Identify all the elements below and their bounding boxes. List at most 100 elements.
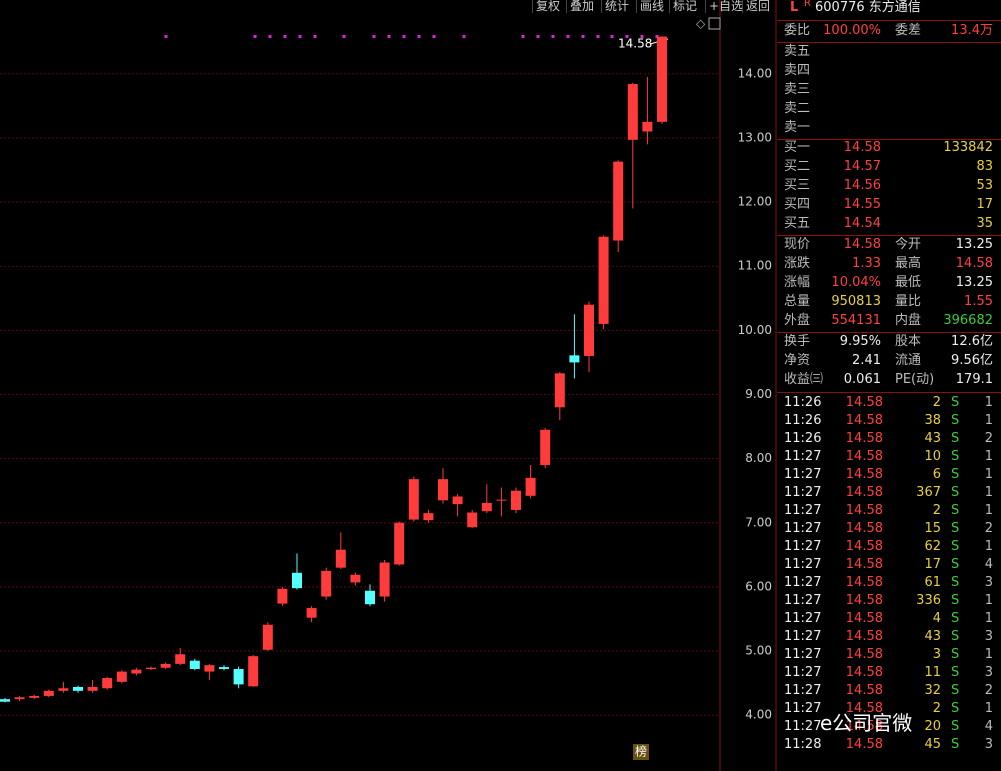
toolbar-button[interactable]: 复权	[532, 0, 563, 13]
value: 179.1	[955, 372, 993, 387]
trade-price: 14.58	[845, 737, 883, 752]
trade-time: 11:27	[784, 521, 822, 536]
buy-level: 买二	[784, 159, 811, 174]
candle-body	[14, 697, 25, 700]
trade-side: S	[951, 521, 960, 536]
trade-time: 11:27	[784, 665, 822, 680]
trade-count: 3	[984, 575, 993, 590]
label: 总量	[784, 294, 811, 309]
trade-price: 14.58	[845, 413, 883, 428]
trade-count: 1	[984, 593, 993, 608]
value: 100.00%	[823, 23, 881, 38]
buy-volume: 17	[976, 197, 993, 212]
trade-count: 2	[984, 683, 993, 698]
candle-body	[131, 669, 142, 674]
trade-side: S	[951, 701, 960, 716]
candle-body	[189, 660, 200, 670]
trade-price: 14.58	[845, 629, 883, 644]
icon[interactable]	[708, 17, 721, 30]
signal-dot	[313, 35, 317, 38]
trade-price: 14.58	[845, 719, 883, 734]
trade-side: S	[951, 557, 960, 572]
watermark: e公司官微	[820, 711, 913, 735]
signal-dot	[372, 35, 376, 38]
toolbar-button[interactable]: 返回	[742, 0, 773, 13]
trade-side: S	[951, 737, 960, 752]
y-tick-label: 7.00	[745, 515, 772, 529]
value: 9.56亿	[951, 353, 993, 368]
candle-body	[467, 512, 478, 528]
trade-side: S	[951, 629, 960, 644]
trade-side: S	[951, 665, 960, 680]
buy-price: 14.55	[843, 197, 881, 212]
toolbar-button[interactable]: +自选	[705, 0, 746, 13]
candle-body	[321, 570, 332, 597]
signal-dot	[596, 35, 600, 38]
sell-level: 卖二	[784, 101, 811, 116]
y-tick-label: 11.00	[738, 259, 772, 273]
candle-body	[379, 562, 390, 597]
signal-dot	[462, 35, 466, 38]
toolbar-button[interactable]: 叠加	[566, 0, 597, 13]
candle-body	[204, 665, 215, 672]
candle-body	[657, 36, 667, 122]
signal-dot	[283, 35, 287, 38]
label: 换手	[784, 334, 811, 349]
trade-count: 1	[984, 539, 993, 554]
trade-time: 11:27	[784, 683, 822, 698]
trade-time: 11:27	[784, 647, 822, 662]
trade-volume: 32	[924, 683, 941, 698]
candle-body	[219, 667, 229, 670]
signal-dot	[551, 35, 555, 38]
candle-body	[87, 686, 98, 691]
value: 2.41	[852, 353, 881, 368]
label: PE(动)	[895, 372, 935, 387]
buy-price: 14.54	[843, 216, 881, 231]
buy-price: 14.57	[843, 159, 881, 174]
signal-dot	[655, 35, 659, 38]
trade-count: 1	[984, 701, 993, 716]
value: 396682	[943, 313, 993, 328]
trade-price: 14.58	[845, 539, 883, 554]
separator	[777, 332, 1001, 333]
marker-label: 榜	[635, 744, 647, 759]
signal-dot	[521, 35, 525, 38]
candle-body	[613, 161, 624, 241]
trade-price: 14.58	[845, 647, 883, 662]
label: 涨跌	[784, 256, 811, 271]
candle-body	[569, 355, 580, 363]
sell-level: 卖四	[784, 63, 811, 78]
value: 13.25	[955, 237, 993, 252]
y-tick-label: 4.00	[745, 708, 772, 722]
trade-side: S	[951, 593, 960, 608]
toolbar-button[interactable]: 标记	[669, 0, 700, 13]
candle-body	[525, 477, 536, 496]
trade-price: 14.58	[845, 557, 883, 572]
candle-body	[584, 304, 594, 356]
trade-price: 14.58	[845, 449, 883, 464]
trade-count: 1	[984, 647, 993, 662]
y-tick-label: 6.00	[745, 579, 772, 593]
signal-dot	[566, 35, 570, 38]
trade-price: 14.58	[845, 683, 883, 698]
candle-body	[146, 667, 156, 670]
y-tick-label: 13.00	[738, 130, 772, 144]
flag-sup: R	[804, 0, 811, 9]
label: 股本	[895, 334, 922, 349]
value: 14.58	[843, 237, 881, 252]
trade-volume: 336	[916, 593, 941, 608]
trade-price: 14.58	[845, 485, 883, 500]
trade-side: S	[951, 485, 960, 500]
icon[interactable]: ◇	[696, 17, 706, 31]
trade-volume: 17	[924, 557, 941, 572]
trade-count: 3	[984, 665, 993, 680]
candle-body	[408, 479, 419, 520]
candle-body	[262, 624, 273, 650]
toolbar-button[interactable]: 统计	[601, 0, 632, 13]
candle-body	[496, 499, 507, 501]
buy-volume: 133842	[943, 140, 993, 155]
candle-body	[73, 686, 83, 691]
signal-dot	[402, 35, 406, 38]
trade-price: 14.58	[845, 575, 883, 590]
toolbar-button[interactable]: 画线	[636, 0, 667, 13]
